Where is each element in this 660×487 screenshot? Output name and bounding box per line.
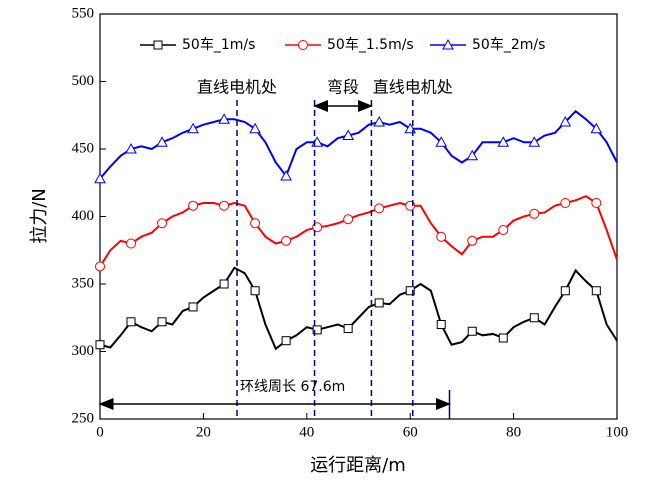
marker [343, 214, 354, 225]
y-tick-label: 500 [72, 73, 95, 89]
marker [436, 231, 447, 242]
marker [436, 320, 446, 329]
marker [125, 142, 137, 154]
marker [560, 286, 570, 296]
marker [466, 149, 479, 161]
marker [95, 340, 105, 350]
marker [529, 313, 539, 323]
marker [249, 122, 261, 134]
marker [95, 261, 105, 272]
x-tick-label: 0 [96, 424, 104, 440]
marker [498, 225, 509, 235]
marker [153, 40, 163, 50]
marker [435, 136, 448, 147]
marker [312, 325, 322, 335]
x-tick-label: 40 [299, 424, 314, 440]
y-tick-label: 250 [72, 410, 95, 426]
series-line [99, 109, 618, 180]
marker [591, 198, 602, 208]
marker [250, 218, 261, 229]
y-axis-label: 拉力/N [29, 188, 50, 244]
marker [219, 279, 229, 289]
y-tick-label: 300 [72, 343, 95, 359]
marker [281, 336, 291, 346]
x-tick-label: 80 [506, 424, 521, 440]
marker [590, 122, 603, 134]
marker [374, 298, 384, 308]
marker [497, 136, 510, 147]
marker [467, 326, 477, 336]
marker [188, 200, 199, 211]
marker [188, 302, 198, 312]
annotation: 环线周长 67.6m [240, 379, 345, 395]
x-tick-label: 20 [196, 424, 211, 440]
marker [442, 38, 454, 50]
marker [528, 136, 541, 147]
marker [157, 218, 168, 229]
marker [250, 286, 260, 296]
marker [342, 129, 355, 140]
y-tick-label: 550 [72, 5, 95, 21]
marker [156, 136, 168, 147]
marker [529, 208, 540, 219]
y-tick-label: 350 [72, 275, 95, 291]
marker [280, 169, 292, 181]
y-tick-label: 400 [72, 208, 95, 224]
y-tick-label: 450 [72, 140, 95, 156]
marker [218, 113, 230, 124]
marker [467, 235, 478, 246]
marker [298, 40, 308, 50]
legend-label: 50车_2m/s [472, 36, 545, 53]
series-line [99, 195, 618, 267]
marker [560, 198, 571, 208]
marker [591, 286, 601, 296]
annotation: 直线电机处 [197, 78, 277, 97]
marker [373, 115, 386, 127]
marker [157, 317, 167, 327]
x-axis-label: 运行距离/m [310, 455, 406, 476]
marker [187, 122, 199, 134]
marker [94, 172, 106, 184]
legend-label: 50车_1.5m/s [327, 36, 414, 53]
marker [281, 235, 292, 246]
plot-frame [99, 13, 618, 420]
marker [126, 317, 136, 327]
annotation: 弯段 [327, 78, 359, 97]
legend-label: 50车_1m/s [182, 36, 255, 53]
annotation: 直线电机处 [373, 78, 453, 97]
marker [405, 286, 415, 296]
x-tick-label: 100 [606, 424, 629, 440]
marker [219, 200, 230, 211]
marker [126, 238, 137, 249]
x-tick-label: 60 [403, 424, 418, 440]
marker [498, 333, 508, 343]
marker [343, 324, 353, 334]
series-line [99, 266, 618, 351]
marker [559, 115, 572, 127]
marker [374, 203, 385, 214]
